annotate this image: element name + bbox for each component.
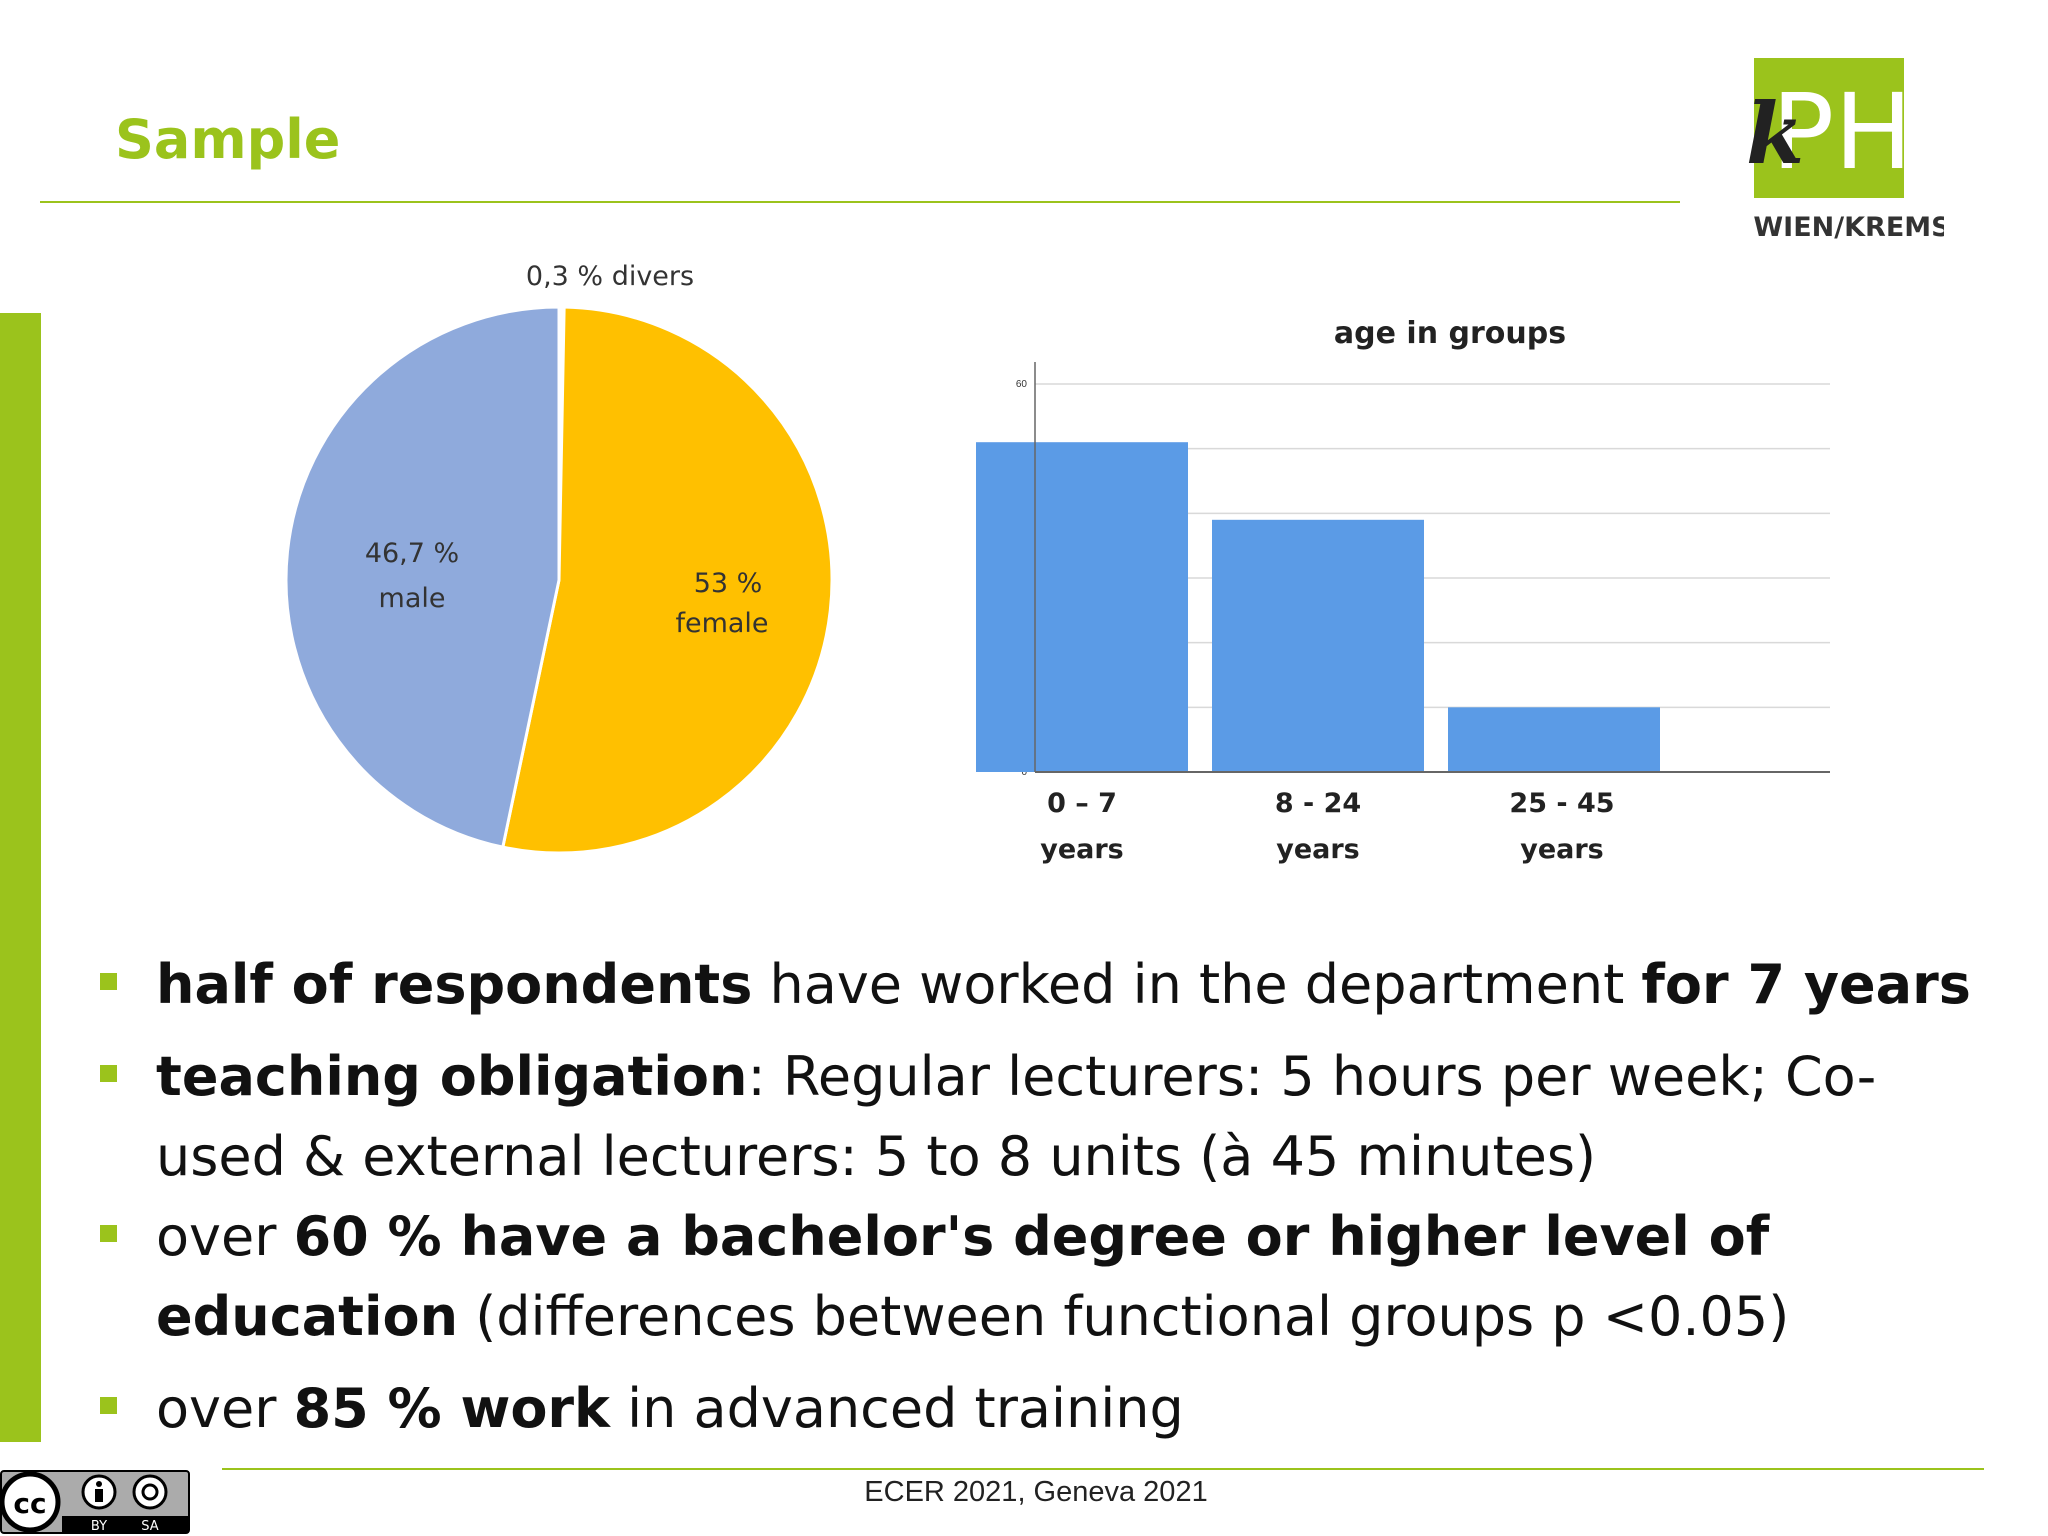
category-unit: years [1520,834,1604,865]
cc-label-sa: SA [141,1519,158,1534]
category-label: 0 – 7 [1047,788,1117,819]
pie-slice-female [501,305,834,855]
bullet-list: half of respondents have worked in the d… [100,945,2000,1461]
bar-series [976,442,1660,772]
bar [976,442,1188,772]
category-unit: years [1040,834,1124,865]
pie-label-female-name: female [675,608,768,639]
bar-category-labels: 0 – 7 years 8 - 24 years 25 - 45 years [1040,788,1614,865]
bullet-item: over 85 % work in advanced training [100,1369,2000,1449]
bar [1212,519,1424,772]
y-tick-label: 0 [1021,767,1027,778]
pie-label-female-pct: 53 % [694,568,763,599]
y-tick-label: 60 [1016,379,1028,390]
pie-label-male-pct: 46,7 % [365,538,459,569]
age-bar-chart: age in groups percent 0102030405060 0 – … [976,316,1830,865]
category-unit: years [1276,834,1360,865]
pie-slice-male [284,305,561,849]
footer-divider [222,1468,1984,1470]
bar-chart-title: age in groups [1334,316,1566,351]
footer-text: ECER 2021, Geneva 2021 [864,1476,1208,1508]
cc-label-by: BY [91,1519,107,1534]
logo-mark: PH [1772,71,1913,193]
bullet-item: over 60 % have a bachelor's degree or hi… [100,1197,2000,1357]
title-divider [40,201,1680,203]
category-label: 25 - 45 [1509,788,1614,819]
bar [1448,707,1660,772]
cc-by-sa-icon: cc BY SA [0,1470,190,1534]
pie-slices [284,305,834,855]
bullet-item: teaching obligation: Regular lecturers: … [100,1037,2000,1197]
accent-bar [0,313,41,1442]
pie-label-male-name: male [379,583,446,614]
gender-pie-chart: 0,3 % divers 53 % female 46,7 % male [284,261,834,855]
svg-text:k: k [1746,84,1804,183]
kph-logo-icon: PH k WIEN/KREMS [1746,58,1944,243]
pie-label-divers: 0,3 % divers [526,261,694,292]
category-label: 8 - 24 [1275,788,1361,819]
bullet-item: half of respondents have worked in the d… [100,945,2000,1025]
logo-subtitle: WIEN/KREMS [1753,212,1944,243]
slide-title: Sample [115,108,341,171]
svg-text:cc: cc [13,1487,46,1520]
